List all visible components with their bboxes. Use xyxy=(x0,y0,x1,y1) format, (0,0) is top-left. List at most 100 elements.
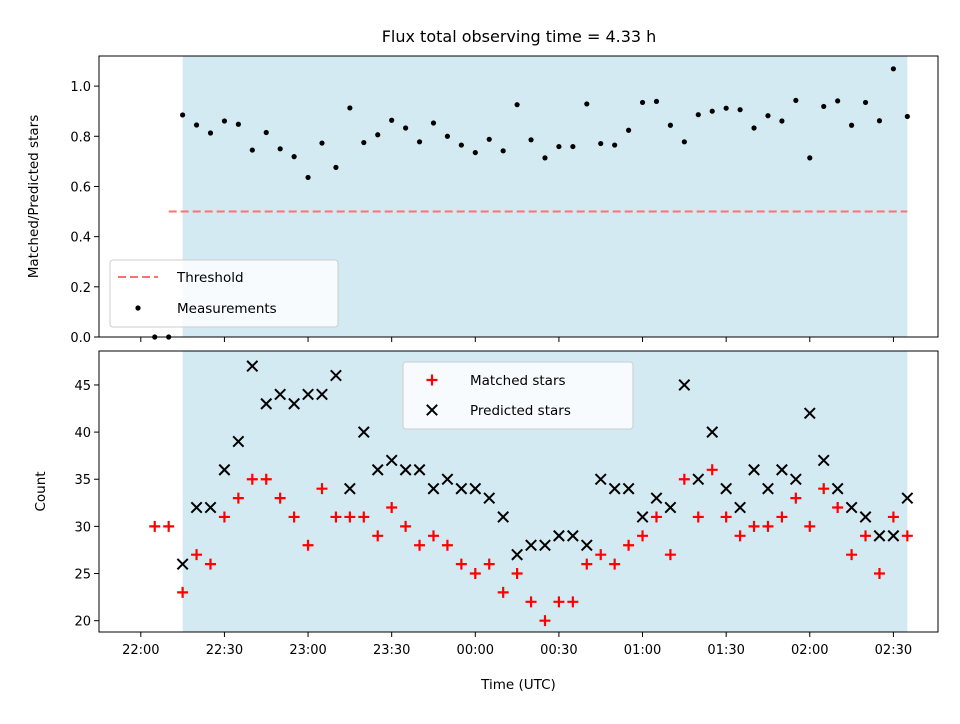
measurement-point xyxy=(361,139,367,146)
predicted-star-marker xyxy=(483,492,496,505)
predicted-star-marker xyxy=(274,388,287,401)
predicted-star-marker xyxy=(608,482,621,495)
y-tick-label: 30 xyxy=(74,520,91,535)
legend-box xyxy=(109,259,339,328)
predicted-star-marker xyxy=(720,482,733,495)
y-tick-label: 0.2 xyxy=(70,281,91,296)
matched-star-marker xyxy=(455,558,467,570)
matched-star-marker xyxy=(832,502,844,514)
x-tick-label: 01:00 xyxy=(624,643,661,658)
predicted-star-marker xyxy=(873,529,886,542)
measurement-point xyxy=(612,142,618,148)
predicted-star-marker xyxy=(330,369,342,382)
measurement-point xyxy=(737,107,743,113)
predicted-star-marker xyxy=(622,482,635,495)
measurement-point xyxy=(514,102,520,108)
predicted-star-marker xyxy=(650,492,663,505)
matched-star-marker xyxy=(804,520,816,532)
legend-measurement-swatch xyxy=(135,305,141,311)
matched-star-marker xyxy=(218,511,230,523)
predicted-star-marker xyxy=(748,463,760,476)
measurement-point xyxy=(904,113,910,120)
matched-star-marker xyxy=(386,502,398,514)
count-panel: 20 25 30 35 40 45 22:00 22:30 23:00 23:30 00:00 00:… xyxy=(33,350,939,693)
matched-star-marker xyxy=(860,530,872,542)
matched-star-marker xyxy=(204,558,216,570)
predicted-star-marker xyxy=(190,501,203,514)
matched-star-marker xyxy=(790,492,802,504)
measurement-point xyxy=(639,99,646,106)
predicted-star-marker xyxy=(706,426,719,439)
measurement-point xyxy=(375,132,381,138)
x-axis-label: Time (UTC) xyxy=(480,677,556,693)
measurement-point xyxy=(472,149,478,156)
matched-star-marker xyxy=(149,520,161,532)
legend-matched-swatch xyxy=(426,374,438,386)
measurement-point xyxy=(793,97,799,104)
predicted-star-marker xyxy=(734,501,747,514)
matched-star-marker xyxy=(887,511,899,523)
measurement-point xyxy=(695,112,701,118)
measurement-point xyxy=(416,139,423,145)
matched-star-marker xyxy=(818,483,830,495)
matched-star-marker xyxy=(163,520,175,532)
matched-star-marker xyxy=(232,492,244,504)
x-tick-label: 00:30 xyxy=(540,643,577,658)
x-tick-label: 22:00 xyxy=(122,643,159,658)
measurement-point xyxy=(542,155,548,161)
y-axis-label: Count xyxy=(33,471,49,511)
predicted-star-marker xyxy=(413,463,426,476)
predicted-star-marker xyxy=(594,473,607,486)
matched-star-marker xyxy=(469,568,481,580)
measurement-point xyxy=(403,125,409,131)
measurement-point xyxy=(180,112,186,118)
matched-star-marker xyxy=(511,568,523,580)
matched-star-marker xyxy=(720,511,732,523)
legend-box xyxy=(402,361,634,430)
y-tick-label: 0.0 xyxy=(70,331,91,346)
matched-star-marker xyxy=(553,596,565,608)
measurement-point xyxy=(389,117,395,123)
predicted-star-marker xyxy=(539,539,551,552)
matched-star-marker xyxy=(246,473,258,485)
measurement-point xyxy=(653,98,660,105)
y-tick-label: 1.0 xyxy=(70,80,91,95)
matched-star-marker xyxy=(302,539,314,551)
matched-star-marker xyxy=(288,511,300,523)
predicted-star-marker xyxy=(204,501,217,514)
measurement-point xyxy=(277,146,283,152)
matched-star-marker xyxy=(567,596,579,608)
predicted-star-marker xyxy=(580,539,593,552)
legend-threshold-label: Threshold xyxy=(176,270,244,286)
measurement-point xyxy=(430,120,437,126)
matched-star-marker xyxy=(692,511,704,523)
predicted-star-marker xyxy=(218,463,231,476)
measurement-point xyxy=(235,121,241,127)
measurement-point xyxy=(291,154,297,160)
measurement-point xyxy=(249,147,255,153)
predicted-star-marker xyxy=(678,379,691,391)
measurement-point xyxy=(626,127,632,133)
matched-star-marker xyxy=(497,586,509,598)
predicted-star-marker xyxy=(343,482,356,495)
predicted-star-marker xyxy=(385,454,398,467)
predicted-star-marker xyxy=(260,397,273,410)
predicted-star-marker xyxy=(441,473,454,486)
matched-star-marker xyxy=(427,530,439,542)
predicted-star-marker xyxy=(399,463,412,476)
measurement-point xyxy=(751,125,757,131)
matched-star-marker xyxy=(177,586,189,598)
y-tick-label: 20 xyxy=(74,615,91,630)
matched-star-marker xyxy=(441,539,453,551)
matched-star-marker xyxy=(650,511,662,523)
predicted-star-marker xyxy=(497,511,510,523)
matched-star-marker xyxy=(901,530,913,542)
legend-predicted-label: Predicted stars xyxy=(470,403,571,419)
x-tick-label: 23:30 xyxy=(373,643,410,658)
predicted-star-marker xyxy=(246,360,259,372)
matched-star-marker xyxy=(664,549,676,561)
matched-star-marker xyxy=(846,549,858,561)
measurement-point xyxy=(444,133,451,139)
predicted-star-marker xyxy=(427,482,440,495)
x-tick-label: 01:30 xyxy=(707,643,744,658)
